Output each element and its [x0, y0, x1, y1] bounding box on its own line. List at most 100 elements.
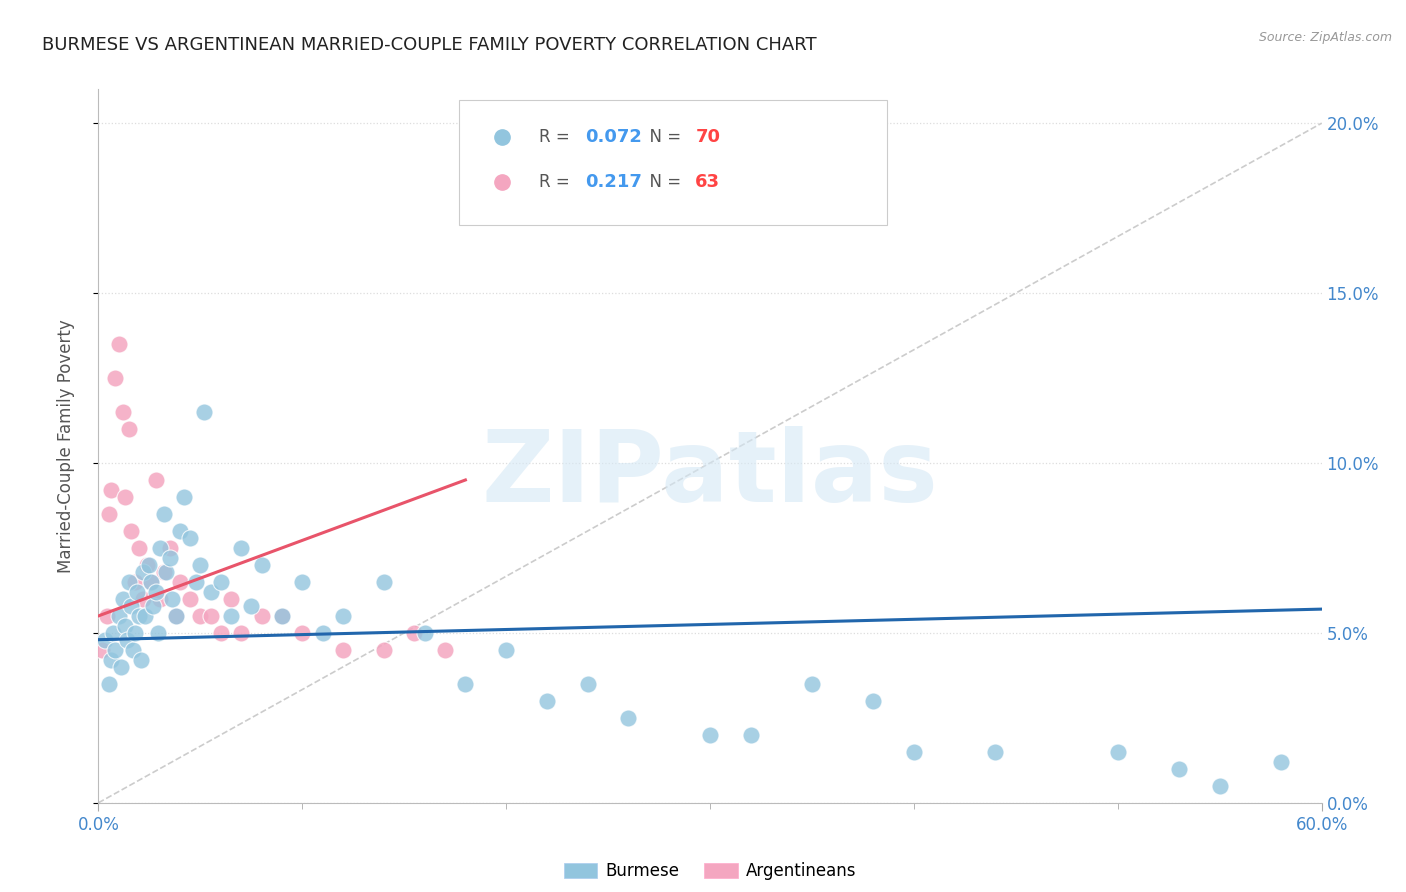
Point	[250, 558, 273, 572]
Text: 0.217: 0.217	[585, 173, 643, 191]
Point	[433, 643, 456, 657]
Point	[1167, 762, 1189, 776]
Point	[699, 728, 721, 742]
Legend: Burmese, Argentineans: Burmese, Argentineans	[564, 862, 856, 880]
Point	[413, 626, 436, 640]
Point	[97, 507, 120, 521]
Point	[128, 608, 150, 623]
Point	[111, 591, 134, 606]
Text: Source: ZipAtlas.com: Source: ZipAtlas.com	[1258, 31, 1392, 45]
Point	[108, 337, 131, 351]
Point	[93, 632, 115, 647]
Point	[132, 591, 155, 606]
Point	[165, 608, 187, 623]
Point	[291, 626, 314, 640]
Point	[200, 585, 222, 599]
Point	[454, 677, 477, 691]
Point	[110, 660, 132, 674]
Point	[104, 371, 127, 385]
Point	[114, 490, 136, 504]
Point	[179, 591, 201, 606]
Point	[495, 643, 517, 657]
Point	[128, 541, 150, 555]
Point	[111, 405, 134, 419]
Point	[152, 507, 174, 521]
Point	[145, 473, 167, 487]
Point	[134, 608, 156, 623]
Text: N =: N =	[640, 128, 686, 146]
Point	[219, 591, 242, 606]
Point	[152, 565, 174, 579]
Point	[332, 608, 354, 623]
Point	[159, 541, 181, 555]
Point	[984, 745, 1007, 759]
Point	[100, 483, 122, 498]
Point	[160, 591, 183, 606]
Point	[97, 677, 120, 691]
Point	[1107, 745, 1129, 759]
Point	[141, 574, 163, 589]
Point	[193, 405, 215, 419]
Point	[141, 574, 163, 589]
Point	[96, 608, 118, 623]
Text: BURMESE VS ARGENTINEAN MARRIED-COUPLE FAMILY POVERTY CORRELATION CHART: BURMESE VS ARGENTINEAN MARRIED-COUPLE FA…	[42, 36, 817, 54]
Point	[188, 608, 212, 623]
Point	[149, 591, 172, 606]
Point	[576, 677, 599, 691]
Text: 63: 63	[696, 173, 720, 191]
Point	[179, 531, 201, 545]
Text: 70: 70	[696, 128, 720, 146]
Point	[270, 608, 294, 623]
Point	[122, 643, 145, 657]
Point	[159, 551, 181, 566]
Text: R =: R =	[538, 128, 575, 146]
Y-axis label: Married-Couple Family Poverty: Married-Couple Family Poverty	[56, 319, 75, 573]
Point	[127, 585, 149, 599]
Point	[312, 626, 335, 640]
Point	[129, 653, 152, 667]
Point	[1270, 755, 1292, 769]
Point	[200, 608, 222, 623]
Point	[142, 599, 165, 613]
Point	[136, 558, 159, 572]
Point	[373, 574, 395, 589]
Point	[120, 524, 142, 538]
Point	[100, 653, 122, 667]
Text: ZIPatlas: ZIPatlas	[482, 426, 938, 523]
Point	[188, 558, 212, 572]
Point	[146, 626, 169, 640]
Point	[120, 599, 142, 613]
Point	[169, 574, 191, 589]
Point	[132, 565, 155, 579]
FancyBboxPatch shape	[460, 100, 887, 225]
Point	[104, 643, 127, 657]
Point	[169, 524, 191, 538]
Point	[108, 608, 131, 623]
Point	[145, 585, 167, 599]
Point	[101, 626, 124, 640]
Point	[209, 574, 232, 589]
Text: 0.072: 0.072	[585, 128, 643, 146]
Point	[801, 677, 824, 691]
Point	[124, 574, 146, 589]
Point	[186, 574, 208, 589]
Point	[91, 643, 114, 657]
Point	[118, 574, 141, 589]
Point	[114, 619, 136, 633]
Point	[240, 599, 263, 613]
Point	[903, 745, 925, 759]
Point	[165, 608, 187, 623]
Text: R =: R =	[538, 173, 575, 191]
Point	[138, 558, 160, 572]
Point	[231, 626, 253, 640]
Text: N =: N =	[640, 173, 686, 191]
Point	[250, 608, 273, 623]
Point	[1208, 779, 1232, 793]
Point	[124, 626, 146, 640]
Point	[173, 490, 195, 504]
Point	[231, 541, 253, 555]
Point	[404, 626, 426, 640]
Point	[291, 574, 314, 589]
Point	[219, 608, 242, 623]
Point	[373, 643, 395, 657]
